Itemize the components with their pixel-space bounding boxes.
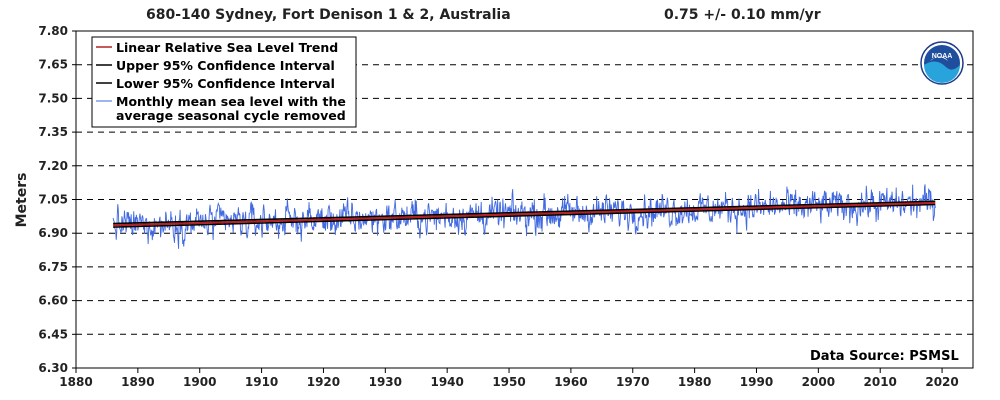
y-axis: 6.30 6.45 6.60 6.75 6.90 7.05 7.20 7.35 7.50 7.65…	[38, 24, 76, 375]
series-lower-ci-line	[113, 203, 936, 228]
x-tick-label: 1940	[430, 375, 463, 389]
y-axis-label: Meters	[14, 173, 30, 228]
legend-label-lower-ci: Lower 95% Confidence Interval	[116, 76, 335, 91]
legend-label-monthly: Monthly mean sea level with the	[116, 94, 346, 109]
series-upper-ci-line	[113, 200, 936, 225]
y-tick-label: 6.75	[38, 260, 68, 274]
y-tick-label: 7.80	[38, 24, 68, 38]
x-tick-label: 1900	[183, 375, 216, 389]
x-tick-label: 1990	[740, 375, 773, 389]
series-trend-line	[113, 201, 936, 227]
x-tick-label: 1930	[369, 375, 402, 389]
series-group	[112, 184, 936, 249]
y-tick-label: 6.60	[38, 294, 68, 308]
x-axis: 1880 1890 1900 1910 1920 1930 1940 1950 1960 1970…	[59, 368, 959, 389]
legend-label-monthly-line2: average seasonal cycle removed	[116, 108, 346, 123]
logo-text: NOAA	[932, 53, 953, 60]
y-tick-label: 7.35	[38, 125, 68, 139]
x-tick-label: 2010	[864, 375, 897, 389]
y-tick-label: 6.30	[38, 361, 68, 375]
y-tick-label: 6.90	[38, 226, 68, 240]
y-tick-label: 7.20	[38, 159, 68, 173]
y-tick-label: 7.65	[38, 58, 68, 72]
x-tick-label: 1960	[554, 375, 587, 389]
x-tick-label: 1910	[245, 375, 278, 389]
series-monthly-line	[112, 184, 936, 249]
legend-box	[91, 36, 357, 128]
data-source-note: Data Source: PSMSL	[810, 349, 959, 364]
x-tick-label: 1950	[492, 375, 525, 389]
legend: Linear Relative Sea Level Trend Upper 95…	[91, 36, 357, 128]
x-tick-label: 2000	[802, 375, 835, 389]
x-tick-label: 1890	[121, 375, 154, 389]
y-tick-label: 7.05	[38, 193, 68, 207]
x-tick-label: 1880	[59, 375, 92, 389]
chart-title: 680-140 Sydney, Fort Denison 1 & 2, Aust…	[146, 7, 511, 23]
y-tick-label: 6.45	[38, 327, 68, 341]
y-tick-label: 7.50	[38, 91, 68, 105]
legend-label-upper-ci: Upper 95% Confidence Interval	[116, 58, 335, 73]
noaa-logo-icon: NOAA	[920, 41, 964, 85]
legend-label-trend: Linear Relative Sea Level Trend	[116, 40, 338, 55]
x-tick-label: 1970	[616, 375, 649, 389]
trend-rate-label: 0.75 +/- 0.10 mm/yr	[664, 7, 821, 23]
x-tick-label: 2020	[925, 375, 958, 389]
x-tick-label: 1920	[307, 375, 340, 389]
x-tick-label: 1980	[678, 375, 711, 389]
